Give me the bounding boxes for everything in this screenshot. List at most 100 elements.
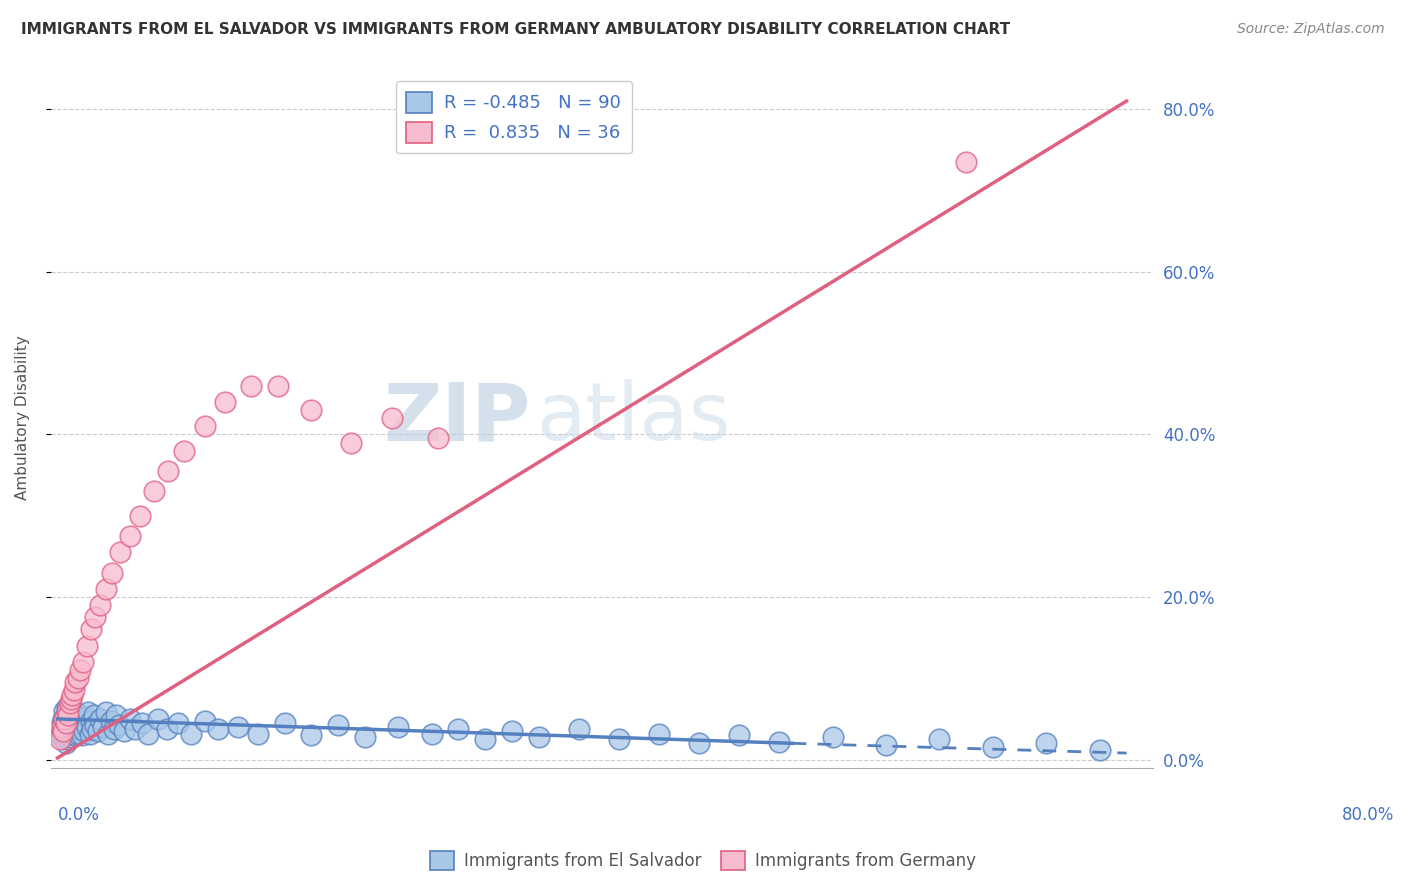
Point [527,730,550,744]
Point [474,732,496,747]
Point [100,714,122,728]
Point [83,707,105,722]
Point [62,722,84,736]
Point [101,566,124,580]
Point [91,720,114,734]
Point [118,529,141,543]
Point [97,726,120,740]
Point [240,378,263,392]
Point [58,710,80,724]
Point [49,728,72,742]
Point [58,706,80,720]
Point [688,736,710,750]
Point [63,714,86,728]
Point [89,712,111,726]
Point [55,716,77,731]
Point [79,726,101,740]
Point [273,716,295,731]
Point [59,730,82,744]
Point [84,610,107,624]
Point [138,726,160,740]
Point [105,707,128,722]
Point [86,724,108,739]
Point [56,714,79,728]
Point [52,724,75,739]
Point [55,736,77,750]
Point [501,724,523,739]
Point [267,378,290,392]
Point [80,623,103,637]
Point [56,704,79,718]
Point [76,639,98,653]
Point [981,740,1004,755]
Point [62,707,84,722]
Point [53,722,76,736]
Point [58,732,80,747]
Point [180,726,202,740]
Point [60,712,83,726]
Point [1035,736,1057,750]
Point [60,726,83,740]
Point [53,712,76,726]
Point [103,722,125,736]
Point [166,716,188,731]
Point [1088,743,1111,757]
Point [226,720,249,734]
Point [955,155,977,169]
Point [354,730,377,744]
Point [387,720,409,734]
Point [60,688,83,702]
Point [66,712,89,726]
Point [67,707,90,722]
Point [67,722,90,736]
Point [73,724,96,739]
Point [58,724,80,739]
Point [447,722,470,736]
Legend: Immigrants from El Salvador, Immigrants from Germany: Immigrants from El Salvador, Immigrants … [423,844,983,877]
Point [49,732,72,747]
Point [108,718,131,732]
Point [299,728,322,742]
Point [65,720,87,734]
Point [59,716,82,731]
Point [928,732,950,747]
Point [52,712,75,726]
Point [648,726,671,740]
Legend: R = -0.485   N = 90, R =  0.835   N = 36: R = -0.485 N = 90, R = 0.835 N = 36 [395,81,633,153]
Point [56,728,79,742]
Point [58,707,80,722]
Point [420,726,443,740]
Point [246,726,269,740]
Point [80,714,103,728]
Text: 80.0%: 80.0% [1341,806,1393,824]
Point [51,720,73,734]
Point [65,706,87,720]
Point [299,403,322,417]
Point [568,722,591,736]
Text: ZIP: ZIP [384,379,530,457]
Point [53,732,76,747]
Point [142,484,165,499]
Y-axis label: Ambulatory Disability: Ambulatory Disability [15,335,30,500]
Point [146,712,169,726]
Point [52,724,75,739]
Text: Source: ZipAtlas.com: Source: ZipAtlas.com [1237,22,1385,37]
Point [69,663,91,677]
Point [207,722,229,736]
Point [66,671,89,685]
Point [66,726,89,740]
Point [94,706,117,720]
Point [110,545,132,559]
Point [82,722,104,736]
Point [58,696,80,710]
Point [63,728,86,742]
Point [340,435,363,450]
Point [768,734,790,748]
Point [72,714,94,728]
Point [51,730,73,744]
Point [94,582,117,596]
Point [62,683,84,698]
Point [112,724,135,739]
Point [58,720,80,734]
Point [875,738,897,752]
